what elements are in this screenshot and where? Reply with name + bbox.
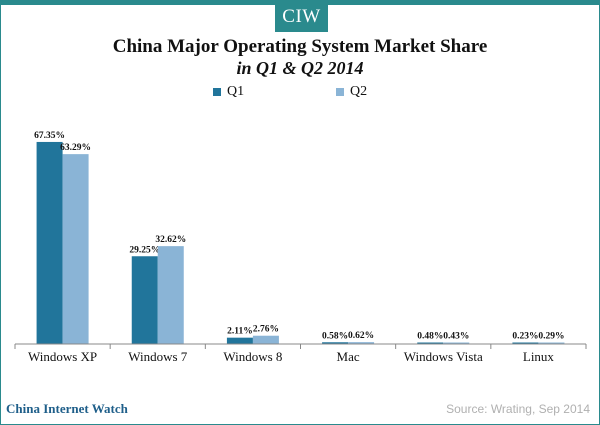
x-tick-label-linux: Linux bbox=[523, 349, 555, 364]
bar-q1-windows-7 bbox=[131, 256, 158, 344]
bar-q2-linux bbox=[538, 342, 565, 344]
chart-title: China Major Operating System Market Shar… bbox=[112, 36, 488, 57]
data-label-q2-mac: 0.62% bbox=[348, 331, 374, 341]
data-label-q2-linux: 0.29% bbox=[538, 332, 564, 342]
data-label-q1-windows-vista: 0.48% bbox=[417, 332, 443, 342]
source-note: Source: Wrating, Sep 2014 bbox=[446, 402, 590, 416]
bar-q1-mac bbox=[322, 342, 349, 344]
data-label-q2-windows-xp: 63.29% bbox=[60, 143, 91, 153]
x-tick-label-windows-8: Windows 8 bbox=[223, 349, 282, 364]
data-label-q1-mac: 0.58% bbox=[322, 331, 348, 341]
legend-label-q2: Q2 bbox=[350, 84, 368, 99]
bar-q2-windows-7 bbox=[157, 246, 184, 344]
x-tick-label-windows-xp: Windows XP bbox=[28, 349, 97, 364]
bar-q2-windows-8 bbox=[252, 335, 279, 344]
bar-q1-linux bbox=[512, 342, 539, 344]
bar-q1-windows-xp bbox=[36, 141, 63, 344]
footer-brand: China Internet Watch bbox=[6, 401, 128, 416]
x-tick-label-mac: Mac bbox=[337, 349, 360, 364]
chart-subtitle: in Q1 & Q2 2014 bbox=[236, 58, 364, 78]
x-tick-label-windows-vista: Windows Vista bbox=[404, 349, 483, 364]
data-label-q1-windows-7: 29.25% bbox=[129, 245, 160, 255]
bar-q2-mac bbox=[348, 342, 375, 344]
legend-swatch-q1 bbox=[213, 87, 221, 96]
data-label-q2-windows-8: 2.76% bbox=[253, 325, 279, 335]
legend-item-q1: Q1 bbox=[213, 84, 244, 100]
data-label-q2-windows-7: 32.62% bbox=[155, 235, 186, 245]
data-label-q1-linux: 0.23% bbox=[512, 332, 538, 342]
bar-q1-windows-vista bbox=[417, 342, 444, 344]
bar-q1-windows-8 bbox=[226, 337, 253, 344]
bar-q2-windows-xp bbox=[62, 154, 89, 344]
x-tick-label-windows-7: Windows 7 bbox=[128, 349, 188, 364]
legend-label-q1: Q1 bbox=[227, 84, 245, 99]
data-label-q1-windows-xp: 67.35% bbox=[34, 131, 65, 141]
data-label-q2-windows-vista: 0.43% bbox=[443, 332, 469, 342]
legend-swatch-q2 bbox=[336, 87, 344, 96]
bar-q2-windows-vista bbox=[443, 342, 470, 344]
ciw-logo: CIW bbox=[275, 2, 328, 32]
legend-item-q2: Q2 bbox=[336, 84, 367, 100]
data-label-q1-windows-8: 2.11% bbox=[227, 327, 253, 337]
